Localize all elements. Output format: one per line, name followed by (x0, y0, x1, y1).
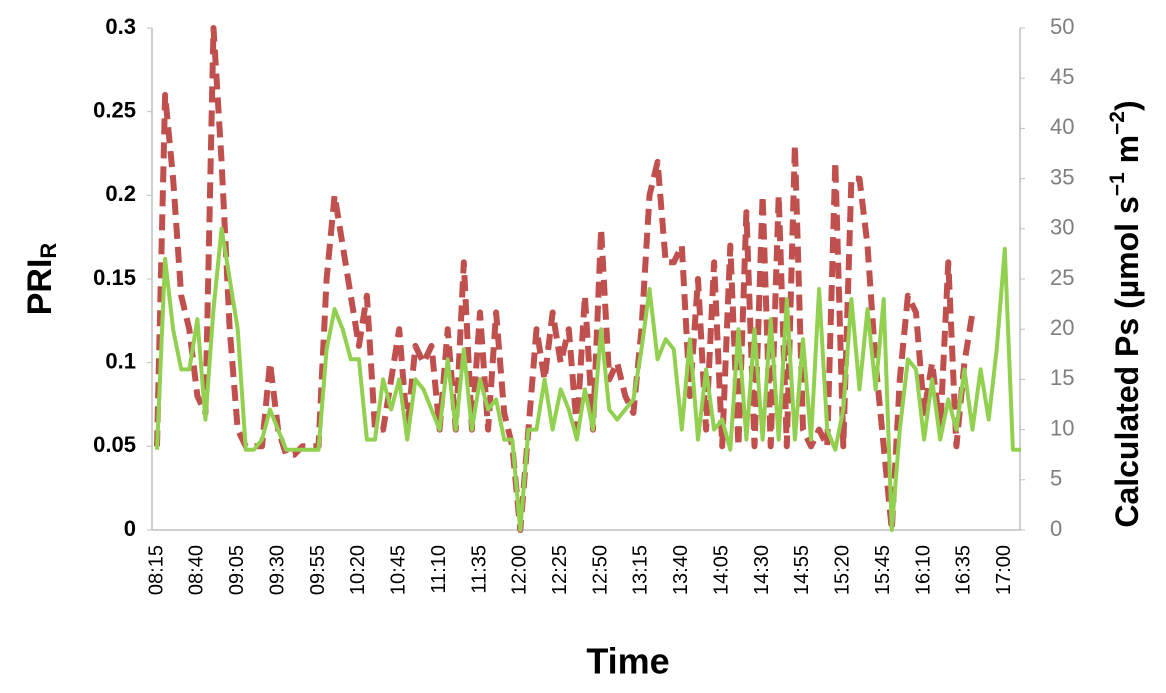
x-tick-label: 12:25 (549, 545, 571, 595)
x-tick-label: 11:10 (428, 545, 450, 594)
y-axis-title-main: PRI (21, 259, 59, 316)
x-tick-label: 14:30 (751, 545, 773, 595)
y2-tick-label: 5 (1050, 466, 1062, 491)
y-tick-label: 0.25 (93, 97, 136, 122)
x-tick-label: 12:00 (509, 545, 531, 595)
x-tick-label: 09:05 (226, 545, 248, 595)
y2-title-part: Calculated Ps (µmol s (1109, 196, 1145, 527)
x-tick-label: 08:15 (145, 545, 167, 595)
data-line (155, 226, 1021, 532)
x-tick-label: 16:35 (953, 545, 975, 595)
y-tick-label: 0.05 (93, 432, 136, 457)
x-tick-label: 13:40 (670, 545, 692, 595)
x-tick-label: 17:00 (993, 545, 1015, 595)
y2-tick-label: 30 (1050, 215, 1074, 240)
x-tick-label: 14:05 (710, 545, 732, 595)
y2-tick-label: 25 (1050, 265, 1074, 290)
y-axis-title-sub: R (36, 243, 61, 259)
y2-tick-label: 45 (1050, 64, 1074, 89)
y2-tick-label: 0 (1050, 516, 1062, 541)
y2-tick-label: 40 (1050, 114, 1074, 139)
y-tick-label: 0.15 (93, 265, 136, 290)
x-tick-label: 15:45 (872, 545, 894, 595)
y2-title-sup: −1 (1106, 172, 1129, 196)
y-tick-label: 0 (124, 516, 136, 541)
y-tick-label: 0.3 (105, 14, 136, 39)
x-tick-label: 16:10 (912, 545, 934, 595)
y2-axis-title: Calculated Ps (µmol s−1 m−2) (1106, 100, 1146, 527)
x-tick-label: 12:50 (589, 545, 611, 595)
y2-title-sup: −2 (1106, 111, 1129, 135)
y2-tick-label: 20 (1050, 315, 1074, 340)
x-tick-label: 08:40 (186, 545, 208, 595)
x-tick-label: 09:30 (266, 545, 288, 595)
x-tick-label: 14:55 (791, 545, 813, 595)
x-tick-label: 11:35 (468, 545, 490, 594)
x-tick-label: 15:20 (832, 545, 854, 595)
y2-title-part: ) (1109, 100, 1145, 111)
y2-title-part: m (1109, 135, 1145, 172)
y2-tick-label: 35 (1050, 164, 1074, 189)
y-tick-label: 0.1 (105, 348, 136, 373)
data-line (154, 25, 976, 533)
x-tick-label: 09:55 (307, 545, 329, 595)
x-tick-label: 10:45 (388, 545, 410, 595)
x-axis-title: Time (586, 641, 669, 682)
y-tick-label: 0.2 (105, 181, 136, 206)
y2-tick-label: 15 (1050, 365, 1074, 390)
x-tick-label: 10:20 (347, 545, 369, 595)
y2-tick-label: 50 (1050, 14, 1074, 39)
y2-tick-label: 10 (1050, 415, 1074, 440)
y-axis-title: PRIR (21, 243, 61, 316)
x-tick-label: 13:15 (630, 545, 652, 595)
